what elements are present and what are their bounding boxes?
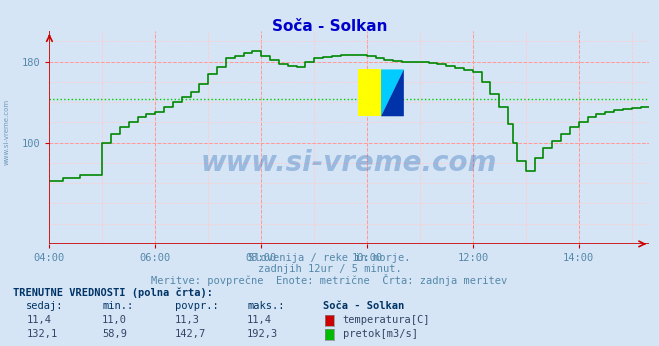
Text: sedaj:: sedaj: xyxy=(26,301,64,311)
Text: 58,9: 58,9 xyxy=(102,329,127,339)
Text: 132,1: 132,1 xyxy=(26,329,57,339)
Text: povpr.:: povpr.: xyxy=(175,301,218,311)
Text: Slovenija / reke in morje.: Slovenija / reke in morje. xyxy=(248,253,411,263)
Text: maks.:: maks.: xyxy=(247,301,285,311)
Text: zadnjih 12ur / 5 minut.: zadnjih 12ur / 5 minut. xyxy=(258,264,401,274)
Text: www.si-vreme.com: www.si-vreme.com xyxy=(3,98,10,165)
Text: 11,4: 11,4 xyxy=(247,315,272,325)
Text: Soča - Solkan: Soča - Solkan xyxy=(272,19,387,34)
Text: 11,4: 11,4 xyxy=(26,315,51,325)
Text: 192,3: 192,3 xyxy=(247,329,278,339)
Bar xyxy=(358,70,381,116)
Text: www.si-vreme.com: www.si-vreme.com xyxy=(201,149,498,177)
Text: 11,3: 11,3 xyxy=(175,315,200,325)
Text: 142,7: 142,7 xyxy=(175,329,206,339)
Text: Meritve: povprečne  Enote: metrične  Črta: zadnja meritev: Meritve: povprečne Enote: metrične Črta:… xyxy=(152,274,507,286)
Text: TRENUTNE VREDNOSTI (polna črta):: TRENUTNE VREDNOSTI (polna črta): xyxy=(13,287,213,298)
Text: temperatura[C]: temperatura[C] xyxy=(343,315,430,325)
Text: 11,0: 11,0 xyxy=(102,315,127,325)
Polygon shape xyxy=(381,70,404,116)
Polygon shape xyxy=(381,70,404,116)
Text: Soča - Solkan: Soča - Solkan xyxy=(323,301,404,311)
Text: min.:: min.: xyxy=(102,301,133,311)
Text: pretok[m3/s]: pretok[m3/s] xyxy=(343,329,418,339)
